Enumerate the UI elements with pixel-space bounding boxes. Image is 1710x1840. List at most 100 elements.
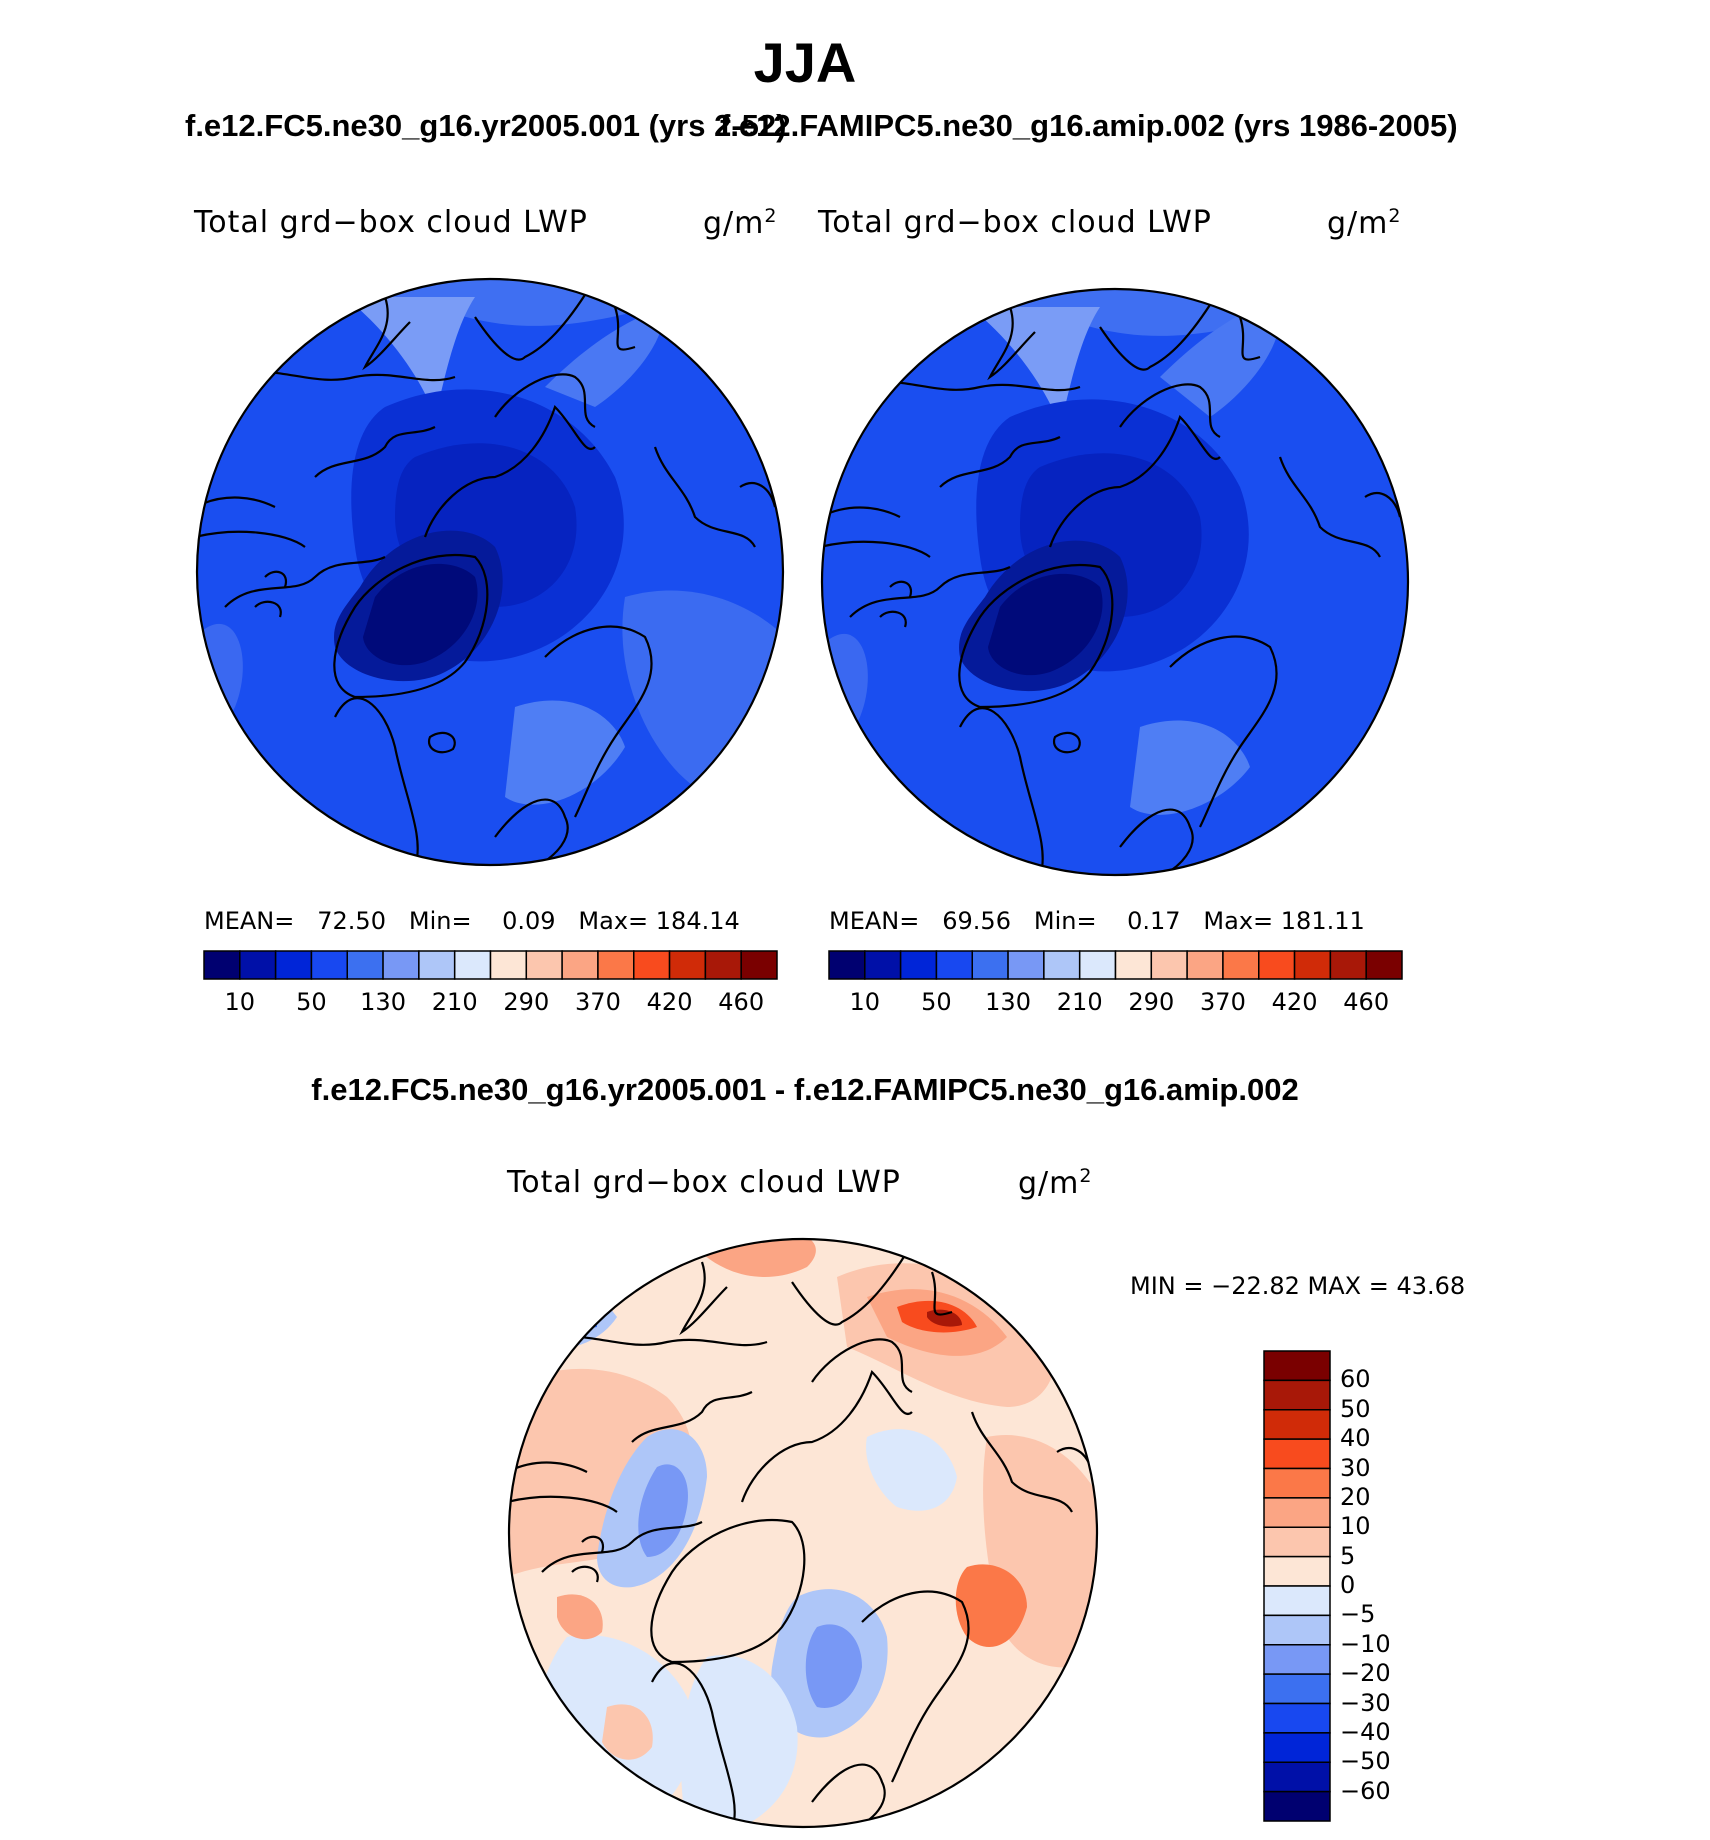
colorbar-difference <box>1263 1350 1331 1822</box>
colorbar-swatch <box>1263 1761 1331 1793</box>
colorbar-swatch <box>1263 1614 1331 1646</box>
polar-map-2 <box>820 287 1410 877</box>
colorbar-tick-label: 50 <box>296 988 327 1016</box>
colorbar-swatch <box>828 950 866 980</box>
colorbar-swatch <box>1150 950 1188 980</box>
colorbar-swatch <box>597 950 635 980</box>
colorbar-swatch <box>1222 950 1260 980</box>
colorbar-tick-label: 0 <box>1340 1571 1356 1599</box>
colorbar-swatch <box>1329 950 1367 980</box>
colorbar-tick-label: 210 <box>431 988 478 1016</box>
colorbar-swatch <box>1263 1702 1331 1734</box>
colorbar-tick-label: −40 <box>1340 1717 1391 1746</box>
colorbar-tick-label: 460 <box>718 988 765 1016</box>
colorbar-tick-label: 420 <box>646 988 693 1016</box>
colorbar-tick-label: 420 <box>1271 988 1318 1016</box>
colorbar-tick-label: 10 <box>224 988 256 1016</box>
diff-variable-label: Total grd−box cloud LWP <box>507 1165 901 1200</box>
colorbar-swatch <box>1263 1732 1331 1764</box>
colorbar-tick-label: 40 <box>1340 1424 1371 1453</box>
colorbar-swatch <box>935 950 974 980</box>
diff-subtitle: f.e12.FC5.ne30_g16.yr2005.001 - f.e12.FA… <box>311 1072 1299 1107</box>
colorbar-swatch <box>203 950 241 980</box>
colorbar-swatch <box>1263 1409 1331 1440</box>
colorbar-panel2 <box>828 950 1403 980</box>
colorbar-tick-label: 30 <box>1340 1453 1371 1482</box>
colorbar-tick-label: −60 <box>1340 1776 1391 1805</box>
colorbar-tick-label: 20 <box>1340 1482 1371 1511</box>
panel2-unit: g/m2 <box>1327 205 1402 241</box>
colorbar-swatch <box>382 950 420 980</box>
colorbar-swatch <box>1263 1790 1331 1822</box>
colorbar-swatch <box>1007 950 1045 980</box>
colorbar-swatch <box>1263 1526 1331 1558</box>
colorbar-swatch <box>704 950 742 980</box>
colorbar-swatch <box>453 950 492 980</box>
polar-map-difference <box>507 1237 1099 1829</box>
colorbar-swatch <box>864 950 902 980</box>
colorbar-swatch <box>633 950 671 980</box>
panel1-stats: MEAN= 72.50 Min= 0.09 Max= 184.14 <box>204 907 740 935</box>
colorbar-tick-label: 290 <box>503 988 550 1016</box>
colorbar-swatch <box>561 950 599 980</box>
page-title: JJA <box>753 31 857 94</box>
colorbar-tick-label: 370 <box>1200 988 1246 1016</box>
diff-minmax: MIN = −22.82 MAX = 43.68 <box>1130 1272 1466 1300</box>
colorbar-swatch <box>1263 1379 1331 1411</box>
colorbar-tick-label: 60 <box>1340 1365 1371 1394</box>
colorbar-swatch <box>668 950 707 980</box>
colorbar-panel1 <box>203 950 778 980</box>
colorbar-swatch <box>899 950 938 980</box>
colorbar-swatch <box>1263 1438 1331 1470</box>
colorbar-difference-labels: 60 50 40 30 20 10 5 0 −5 −10 −20 −30 −40 −50 −60 <box>1340 1350 1430 1822</box>
colorbar-swatch <box>489 950 528 980</box>
colorbar-swatch <box>1365 950 1403 980</box>
colorbar-swatch <box>1263 1350 1331 1382</box>
colorbar-swatch <box>1114 950 1153 980</box>
colorbar-swatch <box>971 950 1009 980</box>
colorbar-swatch <box>740 950 778 980</box>
colorbar-swatch <box>418 950 456 980</box>
colorbar-tick-label: −30 <box>1340 1688 1391 1717</box>
colorbar-swatch <box>1263 1673 1331 1705</box>
colorbar-swatch <box>1263 1555 1331 1587</box>
colorbar-swatch <box>274 950 313 980</box>
colorbar-panel2-labels: 10 50 130 210 290 370 420 460 <box>829 988 1402 1018</box>
colorbar-tick-label: 10 <box>1340 1512 1371 1541</box>
panel2-stats: MEAN= 69.56 Min= 0.17 Max= 181.11 <box>829 907 1365 935</box>
colorbar-swatch <box>346 950 384 980</box>
colorbar-tick-label: −10 <box>1340 1629 1391 1658</box>
colorbar-tick-label: 210 <box>1056 988 1103 1016</box>
colorbar-tick-label: 370 <box>575 988 621 1016</box>
colorbar-tick-label: 10 <box>849 988 881 1016</box>
colorbar-panel1-labels: 10 50 130 210 290 370 420 460 <box>204 988 777 1018</box>
colorbar-swatch <box>1263 1644 1331 1675</box>
colorbar-swatch <box>1293 950 1332 980</box>
colorbar-tick-label: 460 <box>1343 988 1390 1016</box>
panel2-variable-label: Total grd−box cloud LWP <box>818 205 1212 240</box>
panel1-unit: g/m2 <box>703 205 778 241</box>
colorbar-swatch <box>1043 950 1081 980</box>
colorbar-swatch <box>1263 1467 1331 1499</box>
colorbar-tick-label: −20 <box>1340 1659 1391 1688</box>
colorbar-swatch <box>239 950 277 980</box>
colorbar-tick-label: 5 <box>1340 1541 1356 1570</box>
colorbar-swatch <box>1263 1585 1331 1617</box>
colorbar-swatch <box>1078 950 1117 980</box>
colorbar-swatch <box>1186 950 1224 980</box>
polar-map-1 <box>195 277 785 867</box>
colorbar-tick-label: 130 <box>360 988 406 1016</box>
panel1-variable-label: Total grd−box cloud LWP <box>194 205 588 240</box>
colorbar-swatch <box>310 950 349 980</box>
case-subtitle-left: f.e12.FC5.ne30_g16.yr2005.001 (yrs 2-52) <box>185 108 787 143</box>
colorbar-tick-label: 290 <box>1128 988 1175 1016</box>
colorbar-tick-label: 50 <box>1340 1394 1371 1423</box>
case-subtitle-right: f.e12.FAMIPC5.ne30_g16.amip.002 (yrs 198… <box>720 108 1458 143</box>
colorbar-tick-label: −5 <box>1340 1600 1376 1629</box>
colorbar-tick-label: 50 <box>921 988 952 1016</box>
colorbar-swatch <box>1258 950 1296 980</box>
diff-unit: g/m2 <box>1018 1165 1093 1201</box>
colorbar-swatch <box>525 950 563 980</box>
colorbar-tick-label: −50 <box>1340 1747 1391 1776</box>
colorbar-tick-label: 130 <box>985 988 1031 1016</box>
